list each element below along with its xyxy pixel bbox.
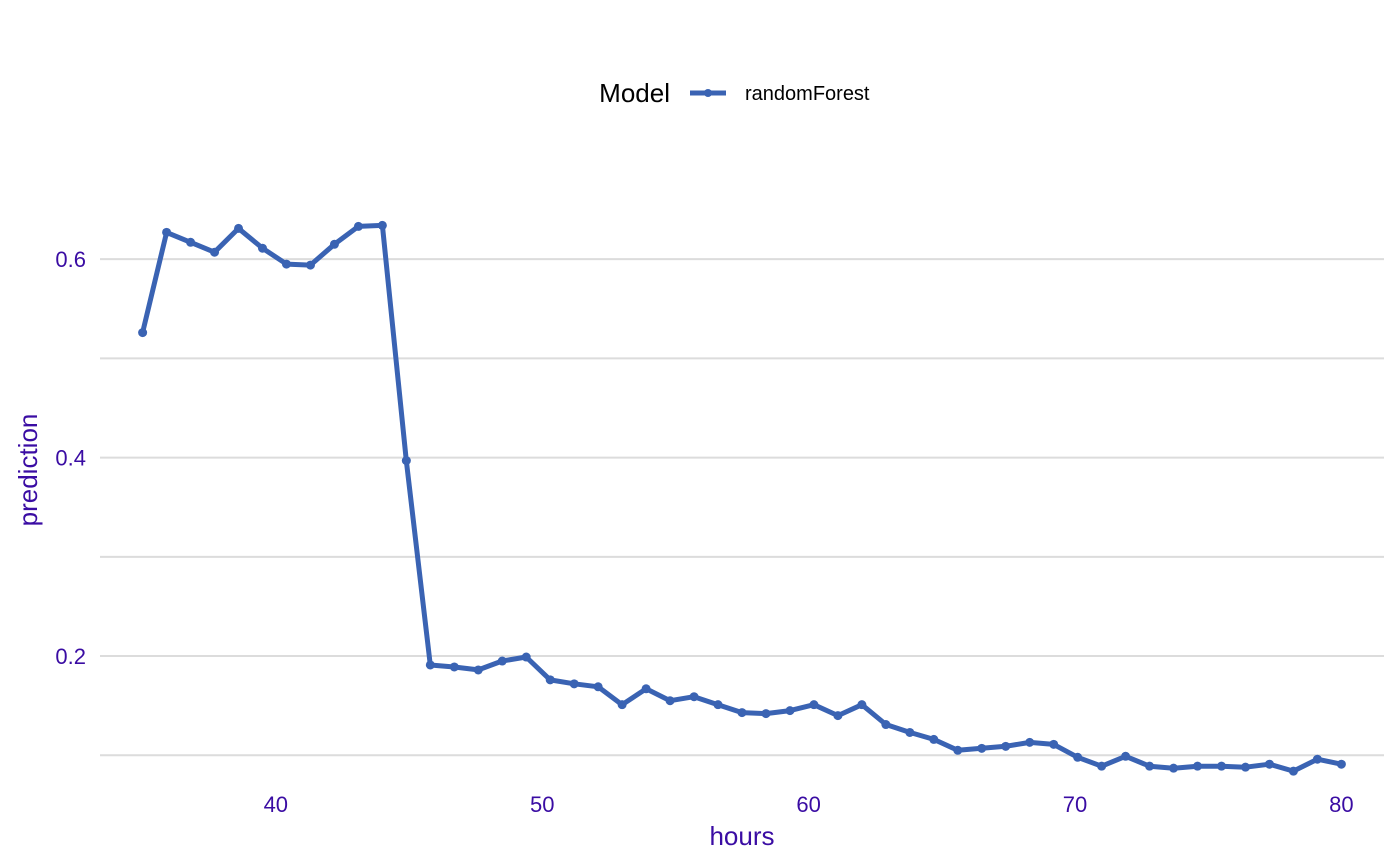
- data-point: [1312, 754, 1322, 764]
- legend-title: Model: [599, 78, 670, 108]
- data-point: [521, 652, 531, 662]
- data-point: [257, 243, 267, 253]
- x-tick-label: 60: [796, 792, 820, 817]
- data-point: [186, 237, 196, 247]
- x-tick-label: 70: [1063, 792, 1087, 817]
- data-point: [1025, 737, 1035, 747]
- data-point: [1073, 752, 1083, 762]
- data-point: [905, 727, 915, 737]
- data-point: [833, 711, 843, 721]
- data-point: [761, 709, 771, 719]
- data-point: [617, 700, 627, 710]
- data-point: [329, 239, 339, 249]
- data-point: [1145, 761, 1155, 771]
- data-point: [162, 227, 172, 237]
- data-point: [737, 708, 747, 718]
- data-point: [425, 660, 435, 670]
- data-point: [569, 679, 579, 689]
- data-point: [785, 706, 795, 716]
- data-point: [377, 220, 387, 230]
- data-point: [929, 734, 939, 744]
- data-point: [497, 656, 507, 666]
- data-point: [545, 675, 555, 685]
- data-point: [881, 720, 891, 730]
- legend-label: randomForest: [745, 83, 870, 105]
- data-point: [449, 662, 459, 672]
- data-point: [641, 684, 651, 694]
- series-layer: [138, 220, 1346, 776]
- x-tick-label: 40: [264, 792, 288, 817]
- legend-marker-swatch: [704, 89, 712, 97]
- gridlines: [100, 258, 1384, 757]
- data-point: [1217, 761, 1227, 771]
- data-point: [1169, 763, 1179, 773]
- data-point: [138, 328, 148, 338]
- data-point: [713, 700, 723, 710]
- data-point: [1121, 751, 1131, 761]
- x-tick-label: 50: [530, 792, 554, 817]
- data-point: [234, 223, 244, 233]
- data-point: [1240, 762, 1250, 772]
- data-point: [857, 700, 867, 710]
- y-tick-label: 0.6: [55, 247, 86, 272]
- data-point: [593, 682, 603, 692]
- data-point: [1288, 766, 1298, 776]
- x-tick-label: 80: [1329, 792, 1353, 817]
- data-point: [953, 745, 963, 755]
- data-point: [473, 665, 483, 675]
- data-point: [1097, 761, 1107, 771]
- data-point: [210, 247, 220, 257]
- data-point: [1264, 759, 1274, 769]
- y-axis-title: prediction: [13, 414, 43, 527]
- data-point: [281, 259, 291, 269]
- data-point: [353, 221, 363, 231]
- x-axis-title: hours: [709, 821, 774, 851]
- data-point: [689, 692, 699, 702]
- legend: Model randomForest: [599, 78, 870, 108]
- x-axis-ticks: 40 50 60 70 80: [264, 792, 1354, 817]
- y-tick-label: 0.4: [55, 446, 86, 471]
- y-tick-label: 0.2: [55, 644, 86, 669]
- data-point: [1049, 739, 1059, 749]
- data-point: [1193, 761, 1203, 771]
- data-point: [305, 260, 315, 270]
- data-point: [1336, 759, 1346, 769]
- data-point: [401, 456, 411, 466]
- data-point: [1001, 741, 1011, 751]
- data-point: [977, 743, 987, 753]
- series-line: [140, 222, 1344, 774]
- y-axis-ticks: 0.2 0.4 0.6: [55, 247, 86, 669]
- data-point: [809, 700, 819, 710]
- data-point: [665, 696, 675, 706]
